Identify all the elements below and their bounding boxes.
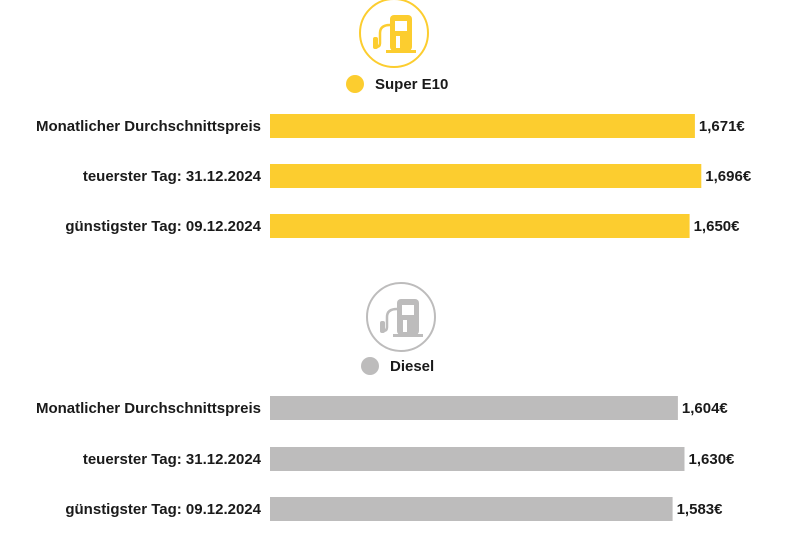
bar-super-e10-most-expensive-day <box>270 164 702 188</box>
category-label: teuerster Tag: 31.12.2024 <box>83 168 262 185</box>
bars-super-e10: Monatlicher Durchschnittspreis 1,671€ te… <box>36 114 752 238</box>
legend-marker-diesel <box>361 357 379 375</box>
bar-diesel-cheapest-day <box>270 497 673 521</box>
legend-diesel: Diesel <box>361 357 434 375</box>
legend-label-diesel: Diesel <box>390 358 434 375</box>
legend-super-e10: Super E10 <box>346 75 448 93</box>
panel-diesel: Diesel Monatlicher Durchschnittspreis 1,… <box>36 282 735 521</box>
legend-marker-super-e10 <box>346 75 364 93</box>
value-label: 1,696€ <box>705 168 752 185</box>
bar-super-e10-cheapest-day <box>270 214 690 238</box>
value-label: 1,671€ <box>699 118 746 135</box>
fuel-pump-icon <box>359 0 429 68</box>
value-label: 1,630€ <box>689 451 736 468</box>
value-label: 1,604€ <box>682 400 729 417</box>
legend-label-super-e10: Super E10 <box>375 76 448 93</box>
category-label: teuerster Tag: 31.12.2024 <box>83 451 262 468</box>
value-label: 1,650€ <box>694 218 741 235</box>
panel-super-e10: Super E10 Monatlicher Durchschnittspreis… <box>36 0 752 238</box>
bar-diesel-monthly-average <box>270 396 678 420</box>
category-label: Monatlicher Durchschnittspreis <box>36 400 261 417</box>
category-label: günstigster Tag: 09.12.2024 <box>65 218 261 235</box>
bar-super-e10-monthly-average <box>270 114 695 138</box>
bar-diesel-most-expensive-day <box>270 447 685 471</box>
fuel-pump-icon <box>366 282 436 352</box>
bars-diesel: Monatlicher Durchschnittspreis 1,604€ te… <box>36 396 735 521</box>
category-label: günstigster Tag: 09.12.2024 <box>65 501 261 518</box>
value-label: 1,583€ <box>677 501 724 518</box>
category-label: Monatlicher Durchschnittspreis <box>36 118 261 135</box>
